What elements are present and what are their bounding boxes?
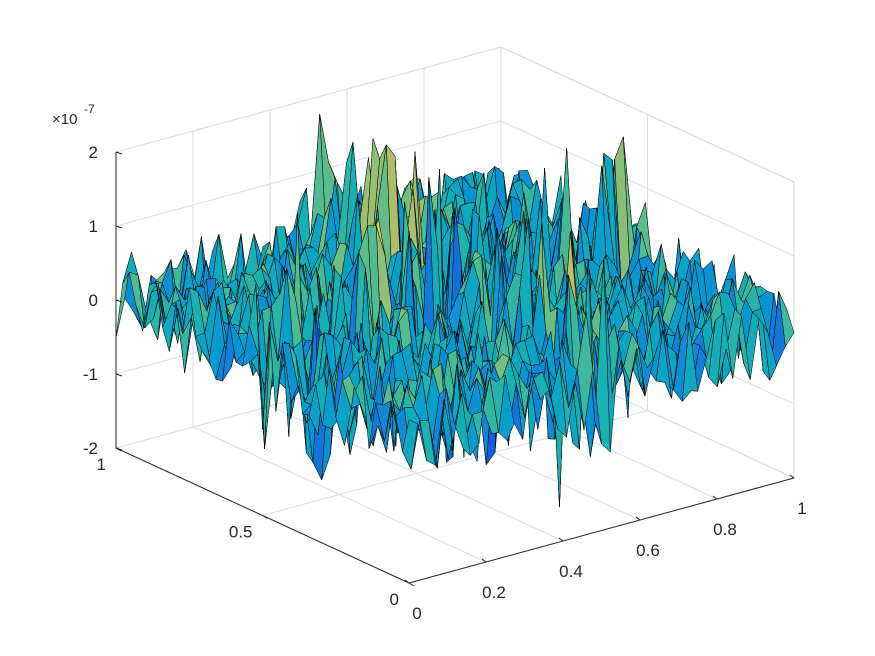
z-tick-label: -1 <box>83 365 98 384</box>
grid-z-back-3 <box>115 120 502 227</box>
z-tick-label: 2 <box>89 143 98 162</box>
x-tick-mark <box>712 495 718 500</box>
z-tick-label: -2 <box>83 439 98 458</box>
x-tick-mark <box>789 474 795 479</box>
x-tick-label: 0 <box>412 604 421 623</box>
z-tick-mark <box>115 299 123 303</box>
x-axis-line <box>408 477 795 584</box>
surface-layer <box>115 114 795 507</box>
x-tick-label: 0.8 <box>713 520 737 539</box>
z-tick-mark <box>115 151 123 155</box>
x-tick-mark <box>481 558 487 563</box>
z-tick-label: 0 <box>89 291 98 310</box>
x-tick-mark <box>635 516 641 521</box>
x-tick-label: 0.2 <box>482 583 506 602</box>
z-tick-label: 1 <box>89 217 98 236</box>
x-tick-label: 0.6 <box>636 541 660 560</box>
y-tick-label: 1 <box>97 455 106 474</box>
z-tick-mark <box>115 225 123 229</box>
surface-patch <box>402 419 419 471</box>
z-tick-mark <box>115 373 123 377</box>
y-tick-mark <box>408 582 415 587</box>
y-tick-label: 0.5 <box>229 523 253 542</box>
box-top-side <box>500 46 795 183</box>
box-top-back <box>115 46 502 153</box>
z-exponent: -7 <box>84 102 95 116</box>
x-tick-label: 0.4 <box>559 562 583 581</box>
x-tick-label: 1 <box>797 499 806 518</box>
grid-z-side-3 <box>500 120 795 257</box>
y-tick-mark <box>262 515 268 519</box>
x-tick-mark <box>558 537 564 542</box>
grid-y-floor-1 <box>262 410 648 516</box>
z-exponent-prefix: ×10 <box>52 111 77 128</box>
z-tick-mark <box>115 447 123 451</box>
y-tick-label: 0 <box>390 590 399 609</box>
axes-layer <box>115 151 795 587</box>
x-tick-mark <box>404 579 410 584</box>
